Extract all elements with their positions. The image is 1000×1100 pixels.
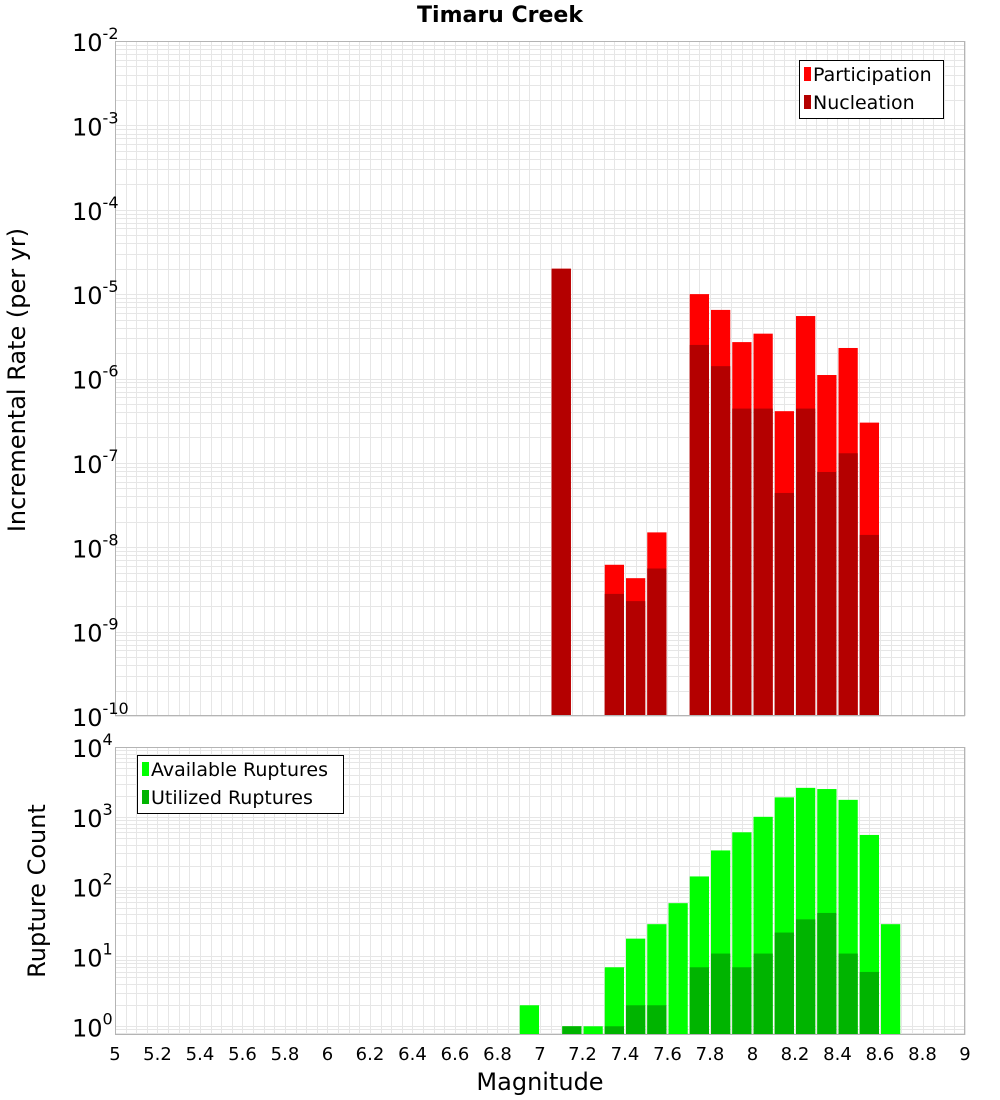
utilized-ruptures-bar — [753, 953, 773, 1035]
x-tick-label: 5.2 — [143, 1044, 172, 1065]
legend-swatch — [804, 67, 811, 81]
x-tick-label: 8.2 — [781, 1044, 810, 1065]
y-tick-label: 10-3 — [72, 108, 119, 141]
x-tick-label: 8.8 — [908, 1044, 937, 1065]
nucleation-bar — [859, 534, 879, 716]
y-tick-label: 10-7 — [72, 446, 119, 479]
y-tick-label: 103 — [72, 800, 113, 833]
y-tick-label: 10-8 — [72, 530, 119, 563]
x-tick-label: 6.8 — [483, 1044, 512, 1065]
x-tick-label: 5.4 — [186, 1044, 215, 1065]
x-tick-label: 8.6 — [866, 1044, 895, 1065]
y-tick-label: 10-6 — [72, 362, 119, 395]
plot-border — [115, 41, 965, 716]
nucleation-bar — [626, 601, 646, 716]
x-tick-labels: 5 5.2 5.4 5.6 5.8 6 6.2 6.4 6.6 6.8 7 7.2 7.4 7.6 7.8 8… — [109, 1044, 970, 1065]
nucleation-bar — [753, 408, 773, 716]
nucleation-bar — [796, 408, 816, 716]
x-tick-label: 7 — [534, 1044, 545, 1065]
legend-swatch — [142, 790, 149, 804]
available-ruptures-bar — [668, 903, 688, 1035]
plot-border — [115, 747, 965, 1035]
legend-label: Nucleation — [813, 92, 915, 114]
x-tick-label: 5.6 — [228, 1044, 257, 1065]
x-tick-label: 5 — [109, 1044, 120, 1065]
y-axis-title: Rupture Count — [23, 804, 51, 978]
x-tick-label: 9 — [959, 1044, 970, 1065]
y-tick-label: 10-5 — [72, 277, 119, 310]
bars — [551, 268, 879, 716]
available-ruptures-bar — [881, 924, 901, 1035]
rate-panel: 10-10 10-9 10-8 10-7 10-6 10-5 10-4 10-3 10-2 Inc… — [3, 24, 966, 732]
nucleation-bar — [838, 453, 858, 716]
utilized-ruptures-bar — [732, 967, 752, 1035]
legend: Available Ruptures Utilized Ruptures — [137, 755, 344, 814]
x-tick-label: 8 — [747, 1044, 758, 1065]
utilized-ruptures-bar — [817, 912, 837, 1035]
x-tick-label: 5.8 — [271, 1044, 300, 1065]
utilized-ruptures-bar — [562, 1026, 582, 1035]
nucleation-bar — [774, 492, 794, 716]
utilized-ruptures-bar — [859, 971, 879, 1035]
available-ruptures-bar — [604, 967, 624, 1035]
utilized-ruptures-bar — [604, 1026, 624, 1035]
x-tick-label: 7.2 — [568, 1044, 597, 1065]
x-tick-label: 7.4 — [611, 1044, 640, 1065]
y-tick-label: 102 — [72, 870, 113, 903]
utilized-ruptures-bar — [796, 919, 816, 1035]
y-axis-title: Incremental Rate (per yr) — [3, 228, 31, 532]
nucleation-bar — [732, 408, 752, 716]
y-tick-label: 101 — [72, 939, 113, 972]
y-tick-label: 100 — [72, 1009, 113, 1042]
nucleation-bar — [817, 471, 837, 716]
bars — [519, 787, 901, 1035]
utilized-ruptures-bar — [647, 1005, 667, 1035]
legend-label: Available Ruptures — [151, 759, 328, 781]
chart-title: Timaru Creek — [417, 3, 584, 28]
gridlines — [115, 41, 966, 717]
y-tick-label: 10-2 — [72, 24, 119, 57]
legend-label: Participation — [813, 64, 932, 86]
nucleation-bar — [604, 593, 624, 716]
x-tick-label: 6.2 — [356, 1044, 385, 1065]
x-axis-title: Magnitude — [476, 1068, 603, 1096]
rupture-count-panel: 100 101 102 103 104 Rupture Count Available Ru… — [23, 730, 966, 1042]
legend-box — [799, 60, 944, 119]
available-ruptures-bar — [519, 1005, 539, 1035]
nucleation-bar — [689, 344, 709, 716]
utilized-ruptures-bar — [774, 932, 794, 1035]
y-tick-label: 10-9 — [72, 615, 119, 648]
utilized-ruptures-bar — [689, 967, 709, 1035]
y-tick-label: 10-10 — [72, 699, 129, 732]
utilized-ruptures-bar — [626, 1005, 646, 1035]
x-tick-label: 7.8 — [696, 1044, 725, 1065]
y-tick-label: 10-4 — [72, 193, 119, 226]
nucleation-bar — [647, 568, 667, 716]
y-tick-label: 104 — [72, 730, 113, 763]
legend: Participation Nucleation — [799, 60, 944, 119]
legend-swatch — [142, 762, 149, 776]
x-tick-label: 6.4 — [398, 1044, 427, 1065]
nucleation-bar — [551, 268, 571, 716]
utilized-ruptures-bar — [711, 953, 731, 1035]
legend-swatch — [804, 95, 811, 109]
x-tick-label: 6 — [322, 1044, 333, 1065]
legend-box — [137, 755, 344, 814]
legend-label: Utilized Ruptures — [151, 787, 313, 809]
x-tick-label: 8.4 — [823, 1044, 852, 1065]
x-tick-label: 7.6 — [653, 1044, 682, 1065]
available-ruptures-bar — [583, 1026, 603, 1035]
nucleation-bar — [711, 366, 731, 716]
utilized-ruptures-bar — [838, 953, 858, 1035]
x-tick-label: 6.6 — [441, 1044, 470, 1065]
